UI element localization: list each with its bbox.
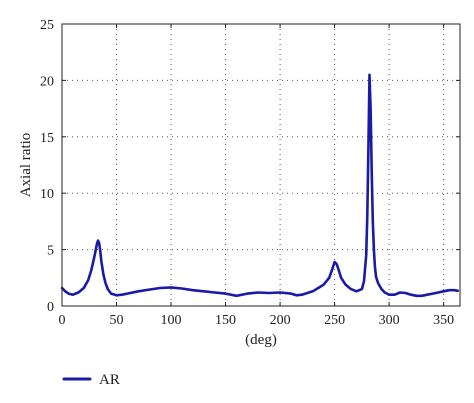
x-tick-label: 0 — [59, 313, 66, 328]
y-tick-label: 10 — [40, 187, 54, 202]
series-line-ar — [60, 73, 460, 298]
y-axis-label: Axial ratio — [18, 133, 34, 198]
legend: AR — [62, 372, 120, 388]
series-layer — [60, 73, 460, 298]
x-tick-label: 50 — [110, 313, 124, 328]
y-tick-label: 25 — [40, 18, 54, 33]
x-tick-label: 300 — [379, 313, 400, 328]
y-tick-label: 5 — [47, 244, 54, 259]
grid — [62, 24, 460, 306]
y-tick-label: 15 — [40, 131, 54, 146]
x-axis-label: (deg) — [245, 332, 277, 348]
plot-frame — [61, 23, 461, 307]
legend-label-ar: AR — [99, 372, 120, 388]
y-tick-label: 0 — [47, 300, 54, 315]
x-tick-label: 250 — [324, 313, 345, 328]
y-tick-label: 20 — [40, 74, 54, 89]
x-tick-label: 200 — [270, 313, 291, 328]
x-tick-label: 350 — [433, 313, 454, 328]
x-tick-label: 150 — [215, 313, 236, 328]
ticks: 0 50 100 150 200 250 300 350 0 5 10 15 20 25 — [40, 18, 460, 328]
x-tick-label: 100 — [161, 313, 182, 328]
